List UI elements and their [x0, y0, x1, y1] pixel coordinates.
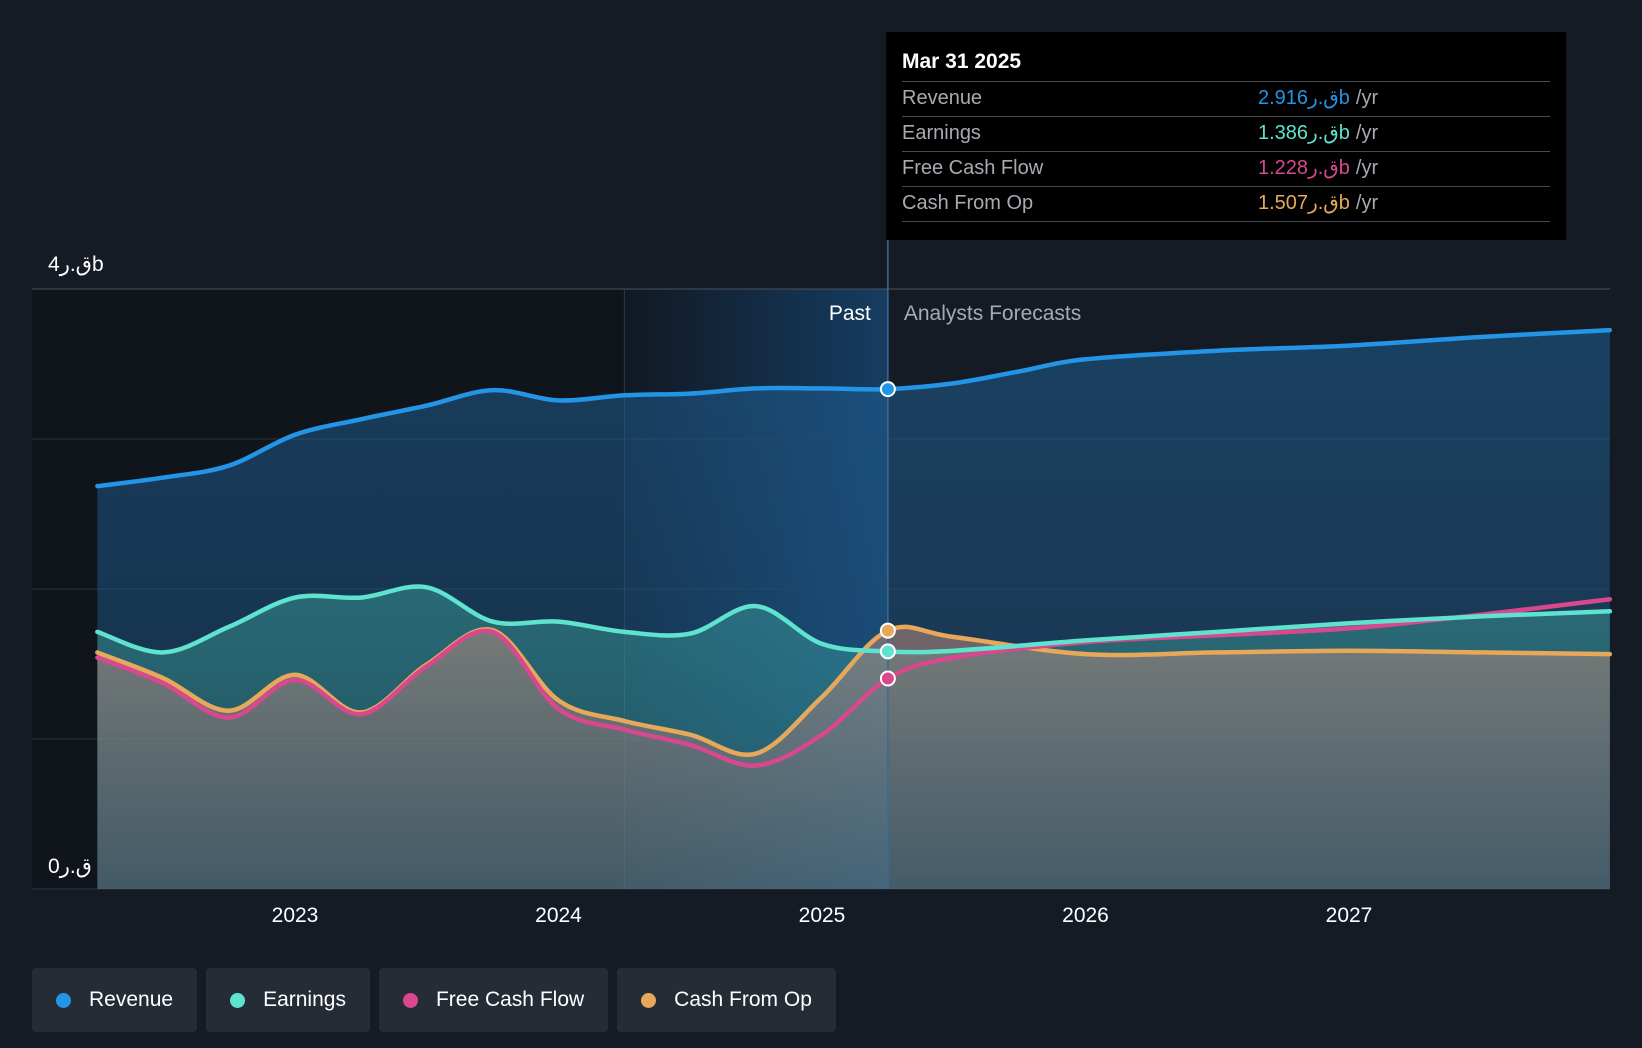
x-tick-label: 2023	[272, 904, 319, 927]
legend-item-revenue[interactable]: Revenue	[32, 968, 198, 1032]
tooltip-value: 1.507ق.رb	[1258, 192, 1350, 214]
tooltip-label: Revenue	[902, 87, 983, 109]
legend-dot-icon	[230, 992, 246, 1008]
legend-dot-icon	[56, 992, 71, 1008]
forecast-label: Analysts Forecasts	[904, 302, 1081, 325]
tooltip-unit: /yr	[1355, 157, 1379, 179]
tooltip-row-free-cash-flow: Free Cash Flow 1.228ق.رb /yr	[902, 152, 1550, 187]
legend-item-cash-from-op[interactable]: Cash From Op	[617, 968, 836, 1032]
tooltip-label: Earnings	[902, 122, 981, 144]
line-revenue	[95, 327, 1613, 489]
tooltip: Mar 31 2025 Revenue 2.916ق.رb /yr Earnin…	[886, 32, 1566, 240]
x-tick-label: 2025	[799, 904, 846, 927]
x-tick-label: 2024	[535, 904, 582, 927]
legend-dot-icon	[641, 992, 657, 1008]
line-free-cash-flow	[95, 597, 1613, 768]
legend-item-earnings[interactable]: Earnings	[206, 968, 370, 1032]
legend-label: Earnings	[263, 988, 346, 1011]
tooltip-date: Mar 31 2025	[902, 46, 1550, 82]
tooltip-row-cash-from-op: Cash From Op 1.507ق.رb /yr	[902, 187, 1550, 222]
legend-item-free-cash-flow[interactable]: Free Cash Flow	[378, 968, 609, 1032]
tooltip-value: 1.386ق.رb	[1258, 122, 1350, 144]
tooltip-unit: /yr	[1355, 192, 1379, 214]
line-earnings	[95, 584, 1613, 655]
tooltip-unit: /yr	[1355, 122, 1379, 144]
x-tick-label: 2027	[1326, 904, 1373, 927]
y-label-top: 4ق.رb	[48, 253, 104, 277]
tooltip-value: 2.916ق.رb	[1258, 87, 1350, 109]
tooltip-unit: /yr	[1355, 87, 1379, 109]
legend: Revenue Earnings Free Cash Flow Cash Fro…	[32, 968, 836, 1032]
marker-earnings	[879, 643, 896, 660]
x-tick-label: 2026	[1062, 904, 1109, 927]
y-label-bottom: 0ق.ر	[48, 855, 92, 879]
legend-label: Free Cash Flow	[435, 988, 585, 1011]
marker-revenue	[879, 381, 896, 398]
tooltip-value: 1.228ق.رb	[1258, 157, 1350, 179]
line-cash-from-op	[95, 624, 1613, 758]
past-label: Past	[829, 302, 871, 325]
legend-label: Revenue	[89, 988, 174, 1011]
tooltip-label: Cash From Op	[902, 192, 1034, 214]
tooltip-row-earnings: Earnings 1.386ق.رb /yr	[902, 117, 1550, 152]
area-cash-from-op	[97, 626, 1610, 889]
marker-cash-from-op	[879, 622, 896, 639]
legend-label: Cash From Op	[674, 988, 812, 1011]
legend-dot-icon	[402, 992, 418, 1008]
tooltip-row-revenue: Revenue 2.916ق.رb /yr	[902, 82, 1550, 117]
tooltip-label: Free Cash Flow	[902, 157, 1044, 179]
marker-free-cash-flow	[879, 670, 896, 687]
